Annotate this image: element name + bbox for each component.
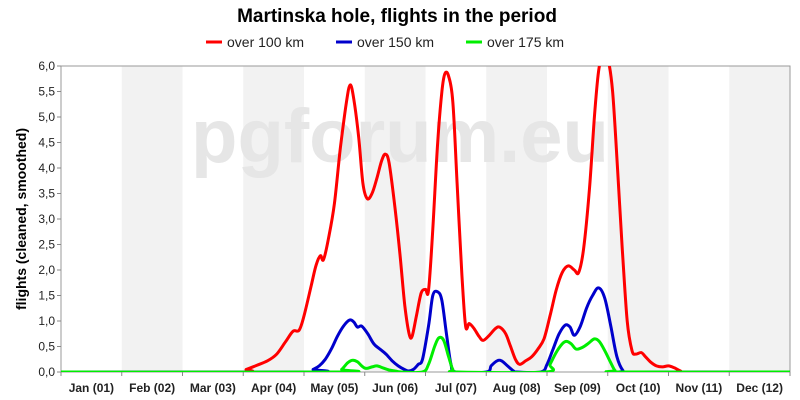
y-tick-label: 2,5 [38, 238, 55, 252]
chart-title: Martinska hole, flights in the period [237, 6, 557, 27]
y-tick-label: 0,0 [38, 365, 55, 379]
x-tick-label: Jan (01) [69, 381, 114, 395]
y-tick-label: 5,5 [38, 85, 55, 99]
legend: over 100 km over 150 km over 175 km [206, 34, 564, 50]
x-tick-label: Aug (08) [493, 381, 541, 395]
y-tick-label: 6,0 [38, 59, 55, 73]
legend-item-over-100-km: over 100 km [206, 34, 304, 50]
legend-item-over-175-km: over 175 km [466, 34, 564, 50]
y-tick-label: 2,0 [38, 263, 55, 277]
x-tick-label: Mar (03) [190, 381, 236, 395]
y-tick-label: 1,0 [38, 314, 55, 328]
legend-item-over-150-km: over 150 km [336, 34, 434, 50]
y-tick-label: 5,0 [38, 110, 55, 124]
legend-label: over 150 km [357, 34, 434, 50]
legend-label: over 100 km [227, 34, 304, 50]
month-band [121, 66, 183, 372]
y-axis-label: flights (cleaned, smoothed) [13, 128, 29, 310]
y-tick-label: 0,5 [38, 340, 55, 354]
x-axis: Jan (01) Feb (02) Mar (03) Apr (04) May (05)… [60, 372, 791, 395]
month-bands [121, 66, 790, 372]
x-tick-label: Oct (10) [616, 381, 661, 395]
y-tick-label: 3,5 [38, 187, 55, 201]
watermark: pgforum.eu [191, 94, 609, 179]
x-tick-label: Jul (07) [435, 381, 477, 395]
series-line-over-100-km [61, 66, 790, 372]
month-band [243, 66, 304, 372]
series-lines [61, 66, 790, 372]
y-axis: 0,0 0,5 1,0 1,5 2,0 2,5 3,0 3,5 4,0 4,5 5,0 5,5 6,0 [38, 59, 61, 379]
x-tick-label: Jun (06) [372, 381, 418, 395]
y-tick-label: 4,0 [38, 161, 55, 175]
x-tick-label: Nov (11) [676, 381, 723, 395]
month-band [729, 66, 790, 372]
series-line-over-175-km [61, 335, 790, 372]
month-band [607, 66, 669, 372]
x-tick-label: May (05) [310, 381, 358, 395]
y-tick-label: 3,0 [38, 212, 55, 226]
month-band [486, 66, 547, 372]
x-tick-label: Apr (04) [251, 381, 296, 395]
x-tick-label: Dec (12) [736, 381, 783, 395]
legend-label: over 175 km [487, 34, 564, 50]
x-tick-label: Feb (02) [129, 381, 175, 395]
y-tick-label: 1,5 [38, 289, 55, 303]
series-line-over-150-km [61, 286, 790, 372]
x-tick-label: Sep (09) [554, 381, 601, 395]
y-tick-label: 4,5 [38, 136, 55, 150]
